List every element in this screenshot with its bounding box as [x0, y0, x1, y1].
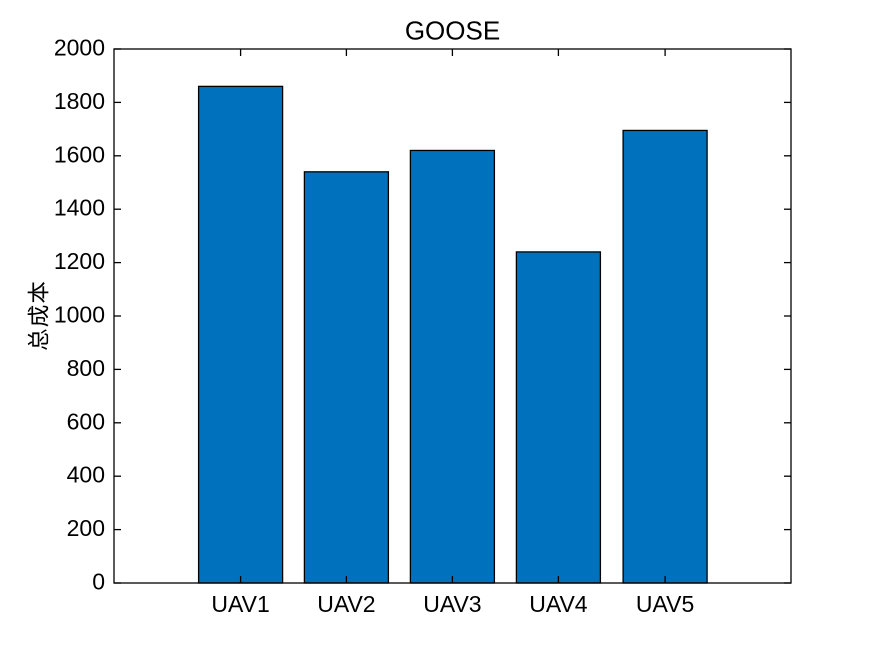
svg-text:400: 400 [67, 462, 105, 488]
svg-text:UAV2: UAV2 [317, 591, 375, 617]
svg-text:2000: 2000 [54, 35, 105, 61]
svg-text:UAV1: UAV1 [211, 591, 269, 617]
svg-text:200: 200 [67, 515, 105, 541]
svg-text:UAV3: UAV3 [423, 591, 481, 617]
svg-text:GOOSE: GOOSE [405, 16, 500, 46]
svg-text:1000: 1000 [54, 302, 105, 328]
svg-text:1200: 1200 [54, 248, 105, 274]
svg-text:0: 0 [92, 569, 105, 595]
svg-text:600: 600 [67, 408, 105, 434]
svg-text:UAV4: UAV4 [529, 591, 588, 617]
svg-text:1400: 1400 [54, 195, 105, 221]
svg-text:1800: 1800 [54, 88, 105, 114]
svg-text:UAV5: UAV5 [636, 591, 694, 617]
svg-text:1600: 1600 [54, 141, 105, 167]
svg-text:800: 800 [67, 355, 105, 381]
